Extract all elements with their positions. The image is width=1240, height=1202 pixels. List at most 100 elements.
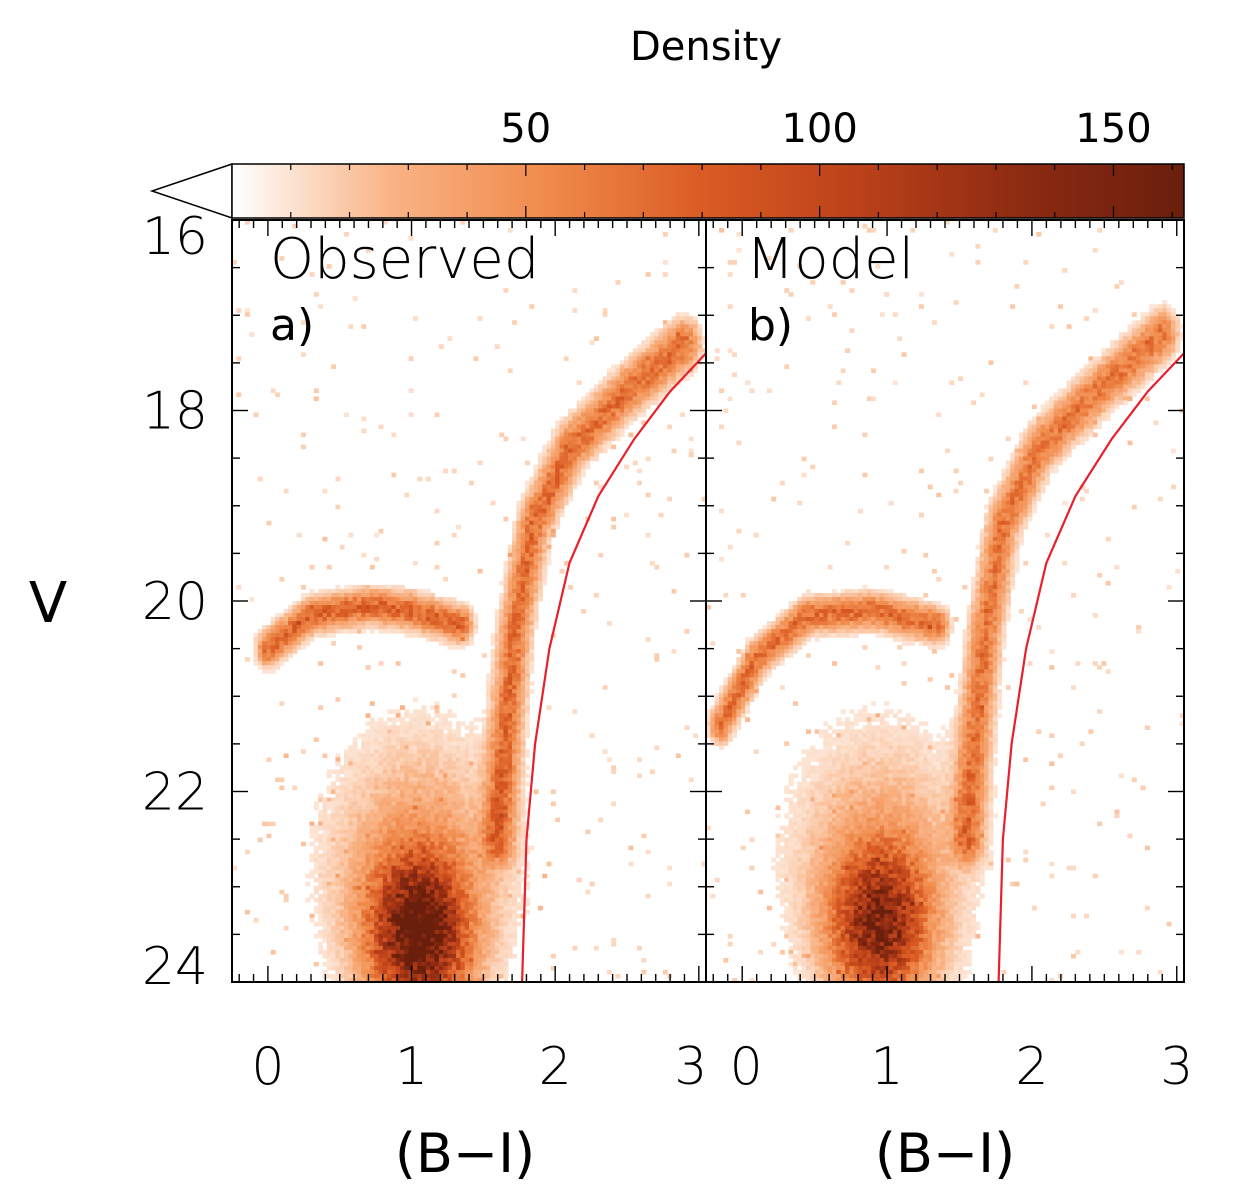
density-cell — [568, 440, 574, 446]
density-cell — [443, 789, 449, 795]
density-cell — [615, 412, 621, 418]
density-cell — [477, 905, 483, 911]
density-cell — [365, 609, 371, 614]
density-cell — [421, 617, 427, 622]
density-cell — [326, 813, 332, 819]
density-cell — [417, 785, 423, 791]
density-cell — [451, 601, 457, 606]
density-cell — [606, 757, 612, 763]
density-cell — [525, 564, 530, 570]
density-cell — [645, 380, 651, 386]
density-cell — [408, 609, 414, 614]
density-cell — [400, 717, 405, 722]
density-cell — [645, 272, 651, 277]
density-cell — [395, 965, 401, 971]
density-cell — [322, 933, 328, 939]
density-cell — [313, 829, 319, 835]
density-cell — [344, 809, 349, 815]
density-cell — [417, 725, 423, 730]
density-cell — [503, 713, 509, 718]
density-cell — [520, 504, 526, 510]
density-cell — [391, 861, 397, 867]
density-cell — [400, 893, 405, 899]
density-cell — [490, 673, 496, 678]
density-cell — [318, 793, 324, 799]
density-cell — [438, 877, 444, 883]
density-cell — [525, 681, 530, 686]
density-cell — [425, 925, 431, 931]
density-cell — [374, 853, 380, 859]
density-cell — [546, 484, 552, 490]
density-cell — [645, 532, 651, 538]
density-cell — [525, 500, 530, 506]
density-cell — [352, 969, 358, 975]
density-cell — [641, 412, 647, 418]
density-cell — [555, 468, 561, 474]
density-cell — [425, 609, 431, 614]
density-cell — [615, 404, 621, 410]
density-cell — [391, 773, 397, 779]
density-cell — [512, 869, 517, 875]
density-cell — [481, 957, 487, 963]
density-cell — [507, 649, 513, 654]
density-cell — [438, 925, 444, 931]
density-cell — [473, 877, 479, 883]
density-cell — [516, 753, 522, 759]
density-cell — [568, 420, 574, 426]
density-cell — [339, 785, 345, 791]
density-cell — [266, 657, 272, 662]
density-cell — [434, 821, 440, 827]
density-cell — [412, 733, 418, 738]
density-cell — [507, 877, 513, 883]
density-cell — [533, 472, 539, 478]
density-cell — [434, 633, 440, 638]
density-cell — [391, 897, 397, 903]
density-cell — [374, 793, 380, 799]
density-cell — [503, 725, 509, 730]
density-cell — [412, 861, 418, 867]
density-cell — [339, 601, 345, 606]
density-cell — [451, 761, 457, 767]
density-cell — [460, 929, 466, 935]
density-cell — [387, 845, 393, 851]
colorbar-tick-label: 50 — [500, 106, 551, 152]
density-cell — [499, 813, 505, 819]
density-cell — [344, 957, 349, 963]
density-cell — [412, 961, 418, 967]
density-cell — [520, 592, 526, 598]
density-cell — [395, 753, 401, 759]
density-cell — [447, 601, 453, 606]
density-cell — [387, 609, 393, 614]
density-cell — [503, 701, 509, 706]
density-cell — [494, 633, 500, 638]
density-cell — [507, 665, 513, 670]
density-cell — [581, 472, 586, 478]
density-cell — [322, 913, 328, 919]
density-cell — [365, 861, 371, 867]
density-cell — [602, 440, 608, 446]
density-cell — [503, 689, 509, 694]
density-cell — [451, 897, 457, 903]
density-cell — [520, 685, 526, 690]
density-cell — [417, 961, 423, 967]
density-cell — [335, 953, 341, 959]
density-cell — [417, 809, 423, 815]
density-cell — [344, 853, 349, 859]
density-cell — [443, 605, 449, 610]
density-cell — [494, 621, 500, 626]
density-cell — [589, 420, 595, 426]
density-cell — [408, 809, 414, 815]
density-cell — [490, 661, 496, 666]
density-cell — [400, 596, 405, 602]
density-cell — [322, 621, 328, 626]
density-cell — [512, 933, 517, 939]
density-cell — [464, 881, 470, 887]
density-cell — [516, 617, 522, 622]
density-cell — [391, 949, 397, 955]
density-cell — [300, 444, 306, 450]
density-cell — [563, 452, 569, 458]
density-cell — [486, 717, 492, 722]
density-cell — [606, 404, 612, 410]
density-cell — [412, 921, 418, 927]
density-cell — [257, 653, 263, 658]
